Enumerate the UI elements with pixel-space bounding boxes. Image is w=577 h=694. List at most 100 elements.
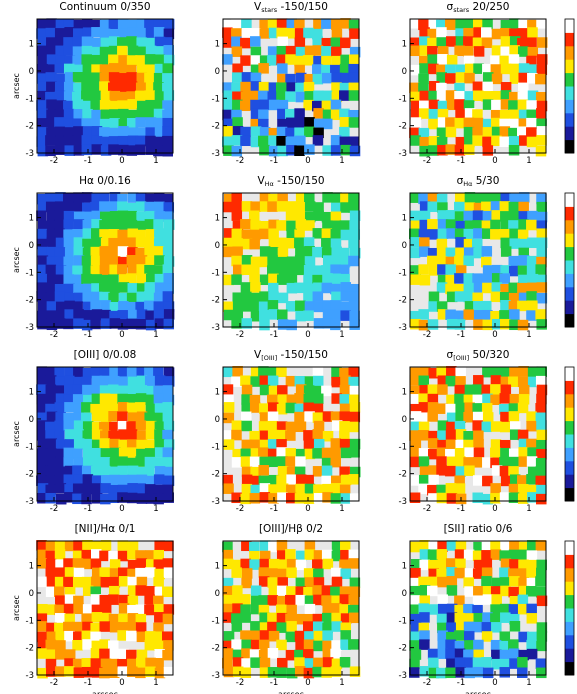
- heatmap-cell: [436, 193, 448, 205]
- heatmap-cell: [135, 604, 147, 615]
- heatmap-cell: [464, 91, 475, 102]
- heatmap-cell: [322, 318, 334, 329]
- heatmap-cell: [295, 448, 307, 460]
- heatmap-cell: [446, 291, 458, 303]
- heatmap-cell: [330, 37, 342, 48]
- heatmap-cell: [37, 639, 49, 651]
- heatmap-cell: [91, 228, 102, 239]
- heatmap-cell: [286, 474, 297, 485]
- panel-title: [OIII]/Hβ 0/2: [259, 523, 323, 535]
- heatmap-cell: [162, 126, 173, 137]
- heatmap-cell: [118, 447, 130, 459]
- heatmap-cell: [339, 108, 350, 120]
- heatmap-cell: [36, 430, 48, 441]
- heatmap-cell: [223, 394, 234, 405]
- heatmap-cell: [463, 649, 474, 660]
- x-tick-label: 1: [526, 504, 531, 514]
- heatmap-cell: [509, 193, 520, 205]
- heatmap-cell: [304, 211, 316, 223]
- heatmap-cell: [153, 310, 165, 321]
- heatmap-cell: [45, 27, 57, 39]
- heatmap-cell: [54, 63, 66, 74]
- heatmap-cell: [500, 376, 512, 388]
- heatmap-cell: [54, 622, 65, 634]
- colorbar-segment: [565, 367, 574, 381]
- heatmap-cell: [295, 91, 307, 103]
- heatmap-cell: [463, 100, 475, 111]
- heatmap-cell: [136, 309, 148, 320]
- heatmap-cell: [153, 301, 165, 312]
- heatmap-cell: [231, 420, 243, 431]
- heatmap-cell: [481, 631, 493, 642]
- heatmap-cell: [304, 549, 316, 560]
- heatmap-cell: [339, 256, 351, 268]
- x-tick-label: 0: [492, 504, 497, 514]
- heatmap-cell: [136, 385, 148, 396]
- heatmap-cell: [231, 457, 243, 468]
- heatmap-cell: [499, 567, 510, 578]
- heatmap-cell: [481, 550, 492, 561]
- heatmap-cell: [427, 46, 438, 57]
- heatmap-cell: [117, 82, 128, 94]
- heatmap-cell: [339, 384, 351, 396]
- heatmap-cell: [153, 82, 164, 93]
- heatmap-cell: [286, 319, 297, 331]
- heatmap-cell: [445, 648, 456, 659]
- heatmap-cell: [117, 37, 128, 48]
- heatmap-cell: [231, 82, 242, 94]
- heatmap-cell: [37, 45, 48, 57]
- heatmap-cell: [330, 202, 342, 214]
- heatmap-cell: [518, 541, 530, 553]
- heatmap-cell: [276, 568, 287, 580]
- heatmap-cell: [321, 667, 332, 678]
- heatmap-cell: [136, 273, 148, 285]
- heatmap-cell: [313, 550, 325, 561]
- heatmap-cell: [145, 403, 157, 415]
- heatmap-cell: [250, 376, 261, 387]
- heatmap-cell: [250, 475, 261, 487]
- plot-frame: [36, 540, 174, 676]
- heatmap-cell: [463, 144, 475, 155]
- heatmap-cell: [295, 474, 307, 485]
- heatmap-cell: [108, 640, 119, 651]
- plot-frame: [36, 192, 174, 328]
- plot-frame: [222, 192, 360, 328]
- heatmap-cell: [330, 135, 342, 146]
- heatmap-cell: [322, 603, 333, 615]
- heatmap-cell: [81, 273, 92, 285]
- heatmap-cell: [36, 613, 48, 624]
- panel-title-sub: Hα: [463, 180, 472, 188]
- heatmap-cell: [54, 90, 66, 102]
- heatmap-cell: [73, 403, 84, 414]
- heatmap-cell: [499, 550, 510, 561]
- heatmap-cell: [99, 64, 111, 75]
- heatmap-cell: [500, 411, 511, 423]
- heatmap-cell: [276, 604, 287, 616]
- heatmap-cell: [490, 291, 502, 303]
- heatmap-cell: [340, 474, 352, 486]
- heatmap-cell: [463, 291, 474, 303]
- heatmap-cell: [499, 456, 510, 468]
- heatmap-cell: [294, 145, 305, 157]
- heatmap-cell: [64, 55, 76, 67]
- heatmap-cell: [136, 448, 147, 460]
- heatmap-cell: [162, 649, 173, 661]
- heatmap-cell: [330, 447, 341, 459]
- heatmap-cell: [518, 192, 530, 203]
- heatmap-cell: [240, 456, 252, 467]
- heatmap-cell: [294, 237, 305, 248]
- heatmap-cell: [349, 145, 361, 157]
- heatmap-cell: [90, 403, 101, 415]
- heatmap-cell: [64, 492, 75, 503]
- colorbar-segment: [565, 420, 574, 435]
- heatmap-cell: [348, 474, 360, 485]
- heatmap-cell: [37, 55, 49, 66]
- heatmap-cell: [410, 456, 421, 468]
- heatmap-cell: [118, 108, 129, 120]
- heatmap-cell: [136, 649, 148, 661]
- heatmap-cell: [259, 375, 271, 386]
- heatmap-cell: [331, 291, 342, 303]
- heatmap-cell: [508, 127, 519, 139]
- colorbar-segment: [565, 313, 574, 328]
- heatmap-cell: [82, 301, 94, 313]
